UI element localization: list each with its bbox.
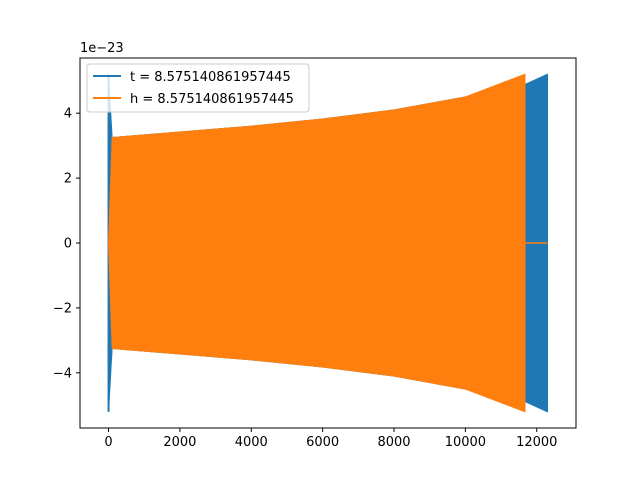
series-2-oscillation — [107, 73, 526, 413]
x-tick-label: 8000 — [377, 435, 410, 450]
x-axis: 0 2000 4000 6000 8000 10000 12000 — [104, 428, 557, 450]
x-tick-label: 10000 — [445, 435, 486, 450]
x-tick-label: 12000 — [516, 435, 557, 450]
y-tick-label: −4 — [53, 366, 72, 381]
y-tick-label: −2 — [53, 301, 72, 316]
x-tick-label: 2000 — [163, 435, 196, 450]
y-tick-label: 2 — [64, 172, 72, 187]
y-offset-text: 1e−23 — [80, 41, 124, 56]
legend: t = 8.575140861957445 h = 8.5751408619574… — [86, 63, 310, 113]
plot-area — [107, 73, 548, 413]
x-tick-label: 0 — [104, 435, 112, 450]
x-tick-label: 4000 — [235, 435, 268, 450]
y-tick-label: 4 — [64, 107, 72, 122]
legend-label-1: t = 8.575140861957445 — [130, 70, 291, 85]
legend-box — [86, 63, 310, 113]
x-tick-label: 6000 — [306, 435, 339, 450]
y-axis: −4 −2 0 2 4 — [53, 107, 80, 381]
y-tick-label: 0 — [64, 237, 72, 252]
legend-label-2: h = 8.575140861957445 — [130, 92, 294, 107]
